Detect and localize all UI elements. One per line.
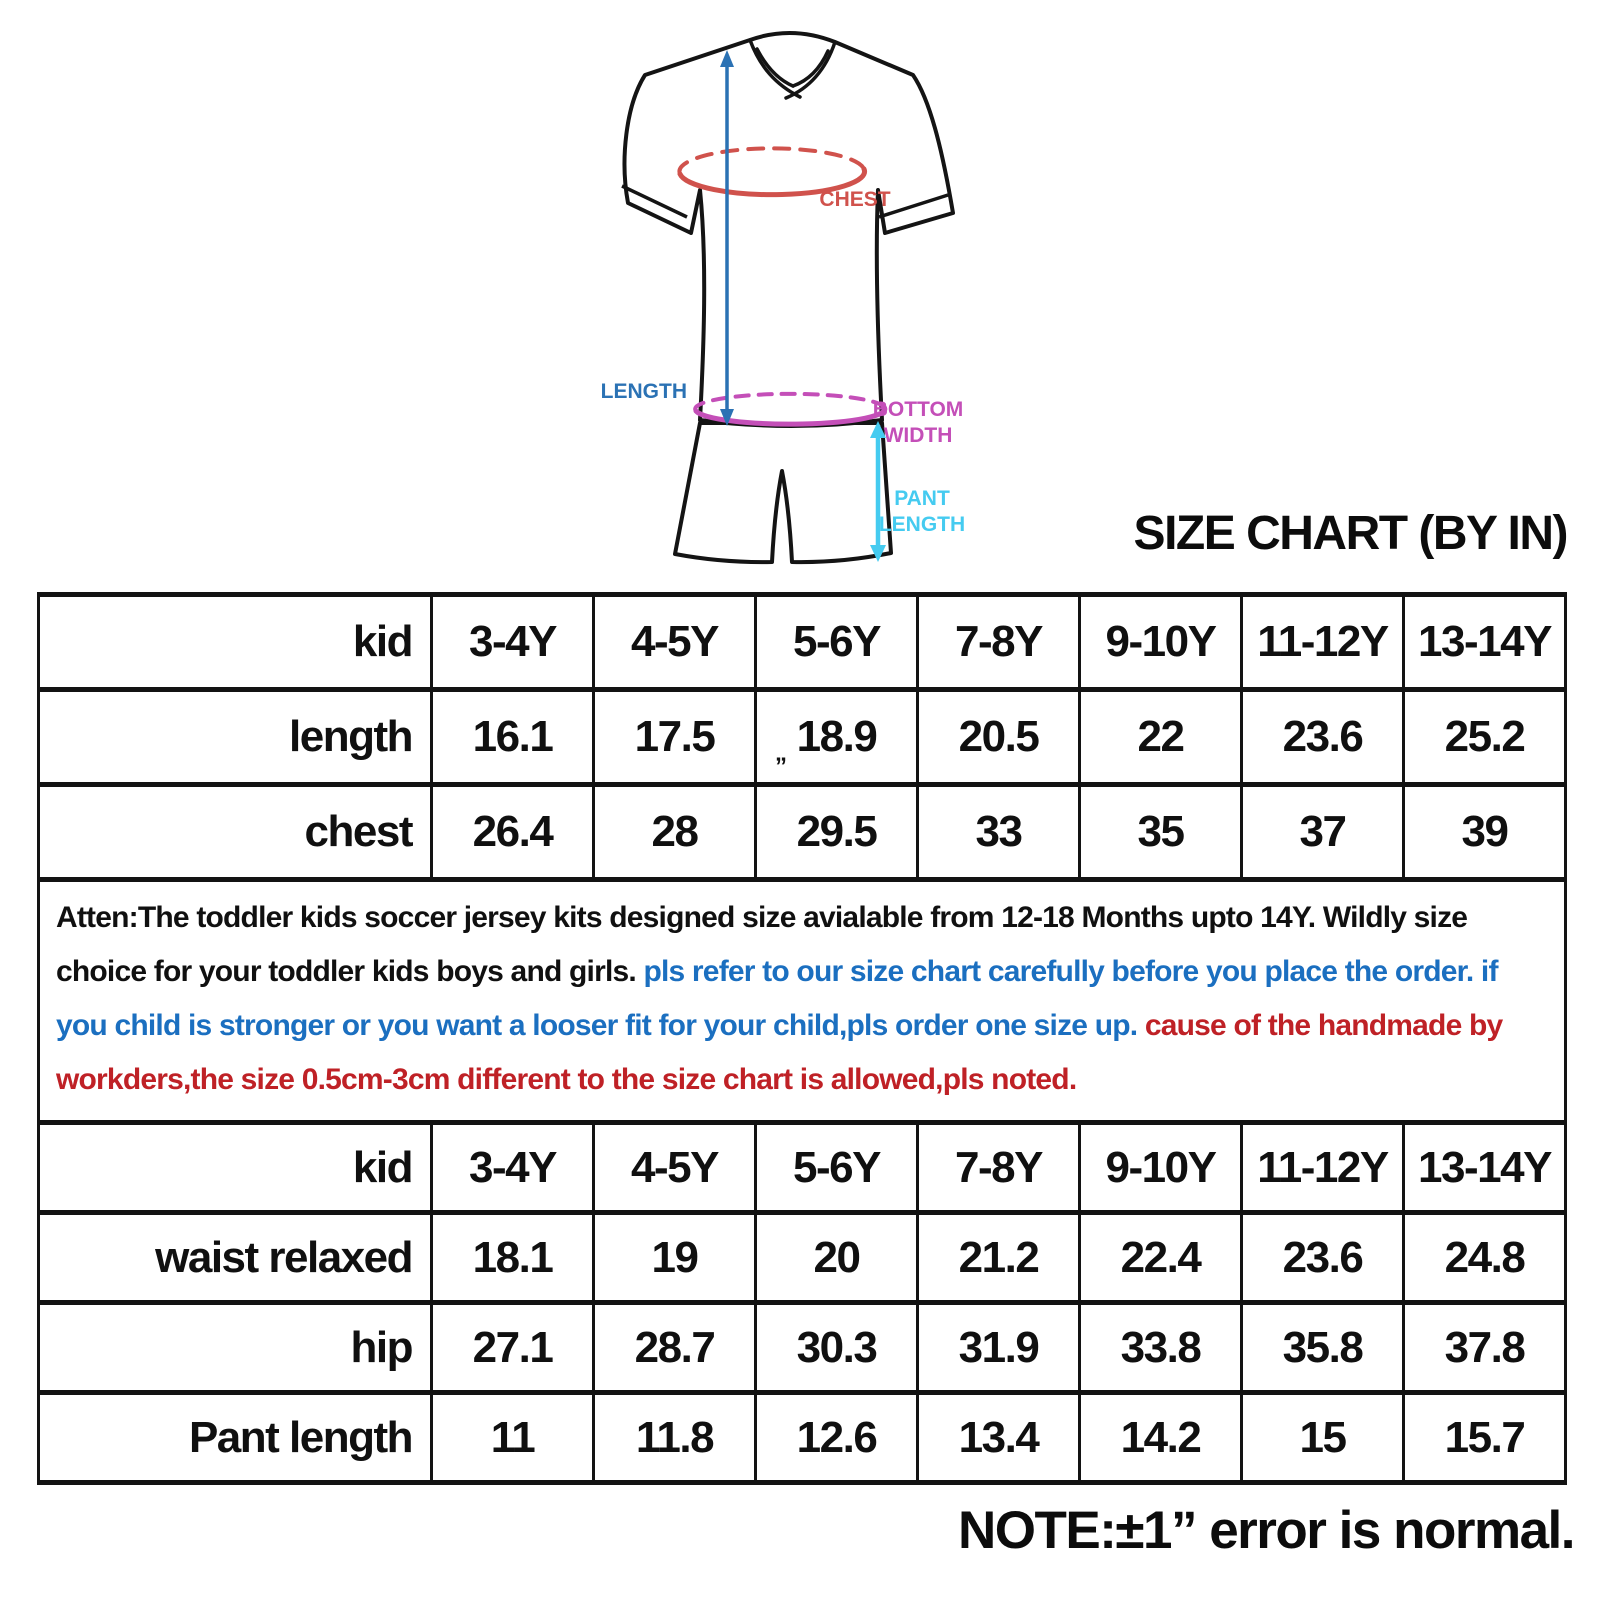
size-cell: 15 (1240, 1390, 1405, 1485)
col-header-cell: 11-12Y (1240, 592, 1405, 692)
shorts-outline (673, 421, 893, 565)
size-cell: 33.8 (1078, 1300, 1243, 1395)
size-cell: 31.9 (916, 1300, 1081, 1395)
pant-length-arrow (870, 421, 886, 562)
table-row-kid-top: kid 3-4Y 4-5Y 5-6Y 7-8Y 9-10Y 11-12Y 13-… (37, 592, 1567, 692)
col-header-cell: 7-8Y (916, 592, 1081, 692)
bottom-width-ellipse-dashed (693, 391, 886, 413)
table-row-chest: chest 26.4 28 29.5 33 35 37 39 (37, 782, 1567, 882)
row-label-cell: kid (37, 592, 433, 692)
row-label-cell: hip (37, 1300, 433, 1395)
size-cell: 23.6 (1240, 687, 1405, 787)
col-header-cell: 4-5Y (592, 592, 757, 692)
left-cuff-band (621, 184, 688, 219)
table-row-hip: hip 27.1 28.7 30.3 31.9 33.8 35.8 37.8 (37, 1300, 1567, 1395)
row-label-cell: waist relaxed (37, 1210, 433, 1305)
length-label: LENGTH (601, 380, 687, 403)
size-cell: 14.2 (1078, 1390, 1243, 1485)
size-cell: 17.5 (592, 687, 757, 787)
bottom-width-ellipse-solid (693, 404, 888, 427)
size-cell: 28.7 (592, 1300, 757, 1395)
size-cell: 37 (1240, 782, 1405, 882)
size-cell: 11 (430, 1390, 595, 1485)
row-label-cell: Pant length (37, 1390, 433, 1485)
size-cell: 21.2 (916, 1210, 1081, 1305)
table-row-length: length 16.1 17.5 18.9” 20.5 22 23.6 25.2 (37, 687, 1567, 787)
col-header-cell: 13-14Y (1402, 1120, 1567, 1215)
row-label-cell: chest (37, 782, 433, 882)
size-cell: 37.8 (1402, 1300, 1567, 1395)
size-cell: 33 (916, 782, 1081, 882)
attention-text-blue: pls refer to our size chart carefully be… (56, 955, 1498, 1042)
table-row-kid-bottom: kid 3-4Y 4-5Y 5-6Y 7-8Y 9-10Y 11-12Y 13-… (37, 1120, 1567, 1215)
size-chart-title: SIZE CHART (BY IN) (1133, 507, 1569, 560)
pant-length-label-line2: LENGTH (879, 513, 965, 536)
size-cell: 39 (1402, 782, 1567, 882)
size-cell: 20.5 (916, 687, 1081, 787)
chest-ellipse-solid (677, 166, 868, 198)
table-row-waist: waist relaxed 18.1 19 20 21.2 22.4 23.6 … (37, 1210, 1567, 1305)
col-header-cell: 9-10Y (1078, 592, 1243, 692)
size-cell: 23.6 (1240, 1210, 1405, 1305)
table-row-pant-length: Pant length 11 11.8 12.6 13.4 14.2 15 15… (37, 1390, 1567, 1485)
size-cell: 16.1 (430, 687, 595, 787)
size-cell: 12.6 (754, 1390, 919, 1485)
col-header-cell: 3-4Y (430, 592, 595, 692)
col-header-cell: 13-14Y (1402, 592, 1567, 692)
size-table: kid 3-4Y 4-5Y 5-6Y 7-8Y 9-10Y 11-12Y 13-… (37, 592, 1567, 1485)
row-label-cell: length (37, 687, 433, 787)
size-cell: 22 (1078, 687, 1243, 787)
size-cell: 24.8 (1402, 1210, 1567, 1305)
right-cuff-band (878, 193, 949, 219)
size-cell: 35 (1078, 782, 1243, 882)
table-row-attention: Atten:The toddler kids soccer jersey kit… (37, 877, 1567, 1125)
size-cell: 18.1 (430, 1210, 595, 1305)
size-cell: 35.8 (1240, 1300, 1405, 1395)
row-label-cell: kid (37, 1120, 433, 1215)
garment-measurement-diagram: CHEST LENGTH BOTTOM WIDTH PANT LENGTH (601, 31, 965, 565)
col-header-cell: 7-8Y (916, 1120, 1081, 1215)
col-header-cell: 11-12Y (1240, 1120, 1405, 1215)
size-cell: 28 (592, 782, 757, 882)
size-cell: 13.4 (916, 1390, 1081, 1485)
col-header-cell: 5-6Y (754, 592, 919, 692)
size-cell: 26.4 (430, 782, 595, 882)
size-cell: 30.3 (754, 1300, 919, 1395)
attention-text-red: cause of the handmade by workders,the si… (56, 1009, 1503, 1096)
size-cell: 20 (754, 1210, 919, 1305)
pant-length-label-line1: PANT (894, 487, 950, 510)
tshirt-outline (622, 31, 955, 428)
size-cell: 19 (592, 1210, 757, 1305)
vneck-collar (748, 38, 837, 100)
attention-note: Atten:The toddler kids soccer jersey kit… (37, 877, 1567, 1125)
col-header-cell: 3-4Y (430, 1120, 595, 1215)
stray-quote-mark: ” (775, 753, 787, 780)
size-cell: 25.2 (1402, 687, 1567, 787)
length-arrow (720, 50, 734, 426)
col-header-cell: 4-5Y (592, 1120, 757, 1215)
col-header-cell: 9-10Y (1078, 1120, 1243, 1215)
error-note: NOTE:±1” error is normal. (958, 1501, 1575, 1560)
bottom-width-label-line2: WIDTH (884, 424, 953, 447)
col-header-cell: 5-6Y (754, 1120, 919, 1215)
size-cell: 18.9” (754, 687, 919, 787)
size-cell: 15.7 (1402, 1390, 1567, 1485)
size-cell: 22.4 (1078, 1210, 1243, 1305)
attention-text-black: Atten:The toddler kids soccer jersey kit… (56, 901, 1468, 988)
size-cell: 27.1 (430, 1300, 595, 1395)
chest-ellipse-dashed (677, 146, 866, 176)
size-cell: 29.5 (754, 782, 919, 882)
size-cell: 11.8 (592, 1390, 757, 1485)
chest-label: CHEST (819, 188, 890, 211)
bottom-width-label-line1: BOTTOM (873, 398, 964, 421)
